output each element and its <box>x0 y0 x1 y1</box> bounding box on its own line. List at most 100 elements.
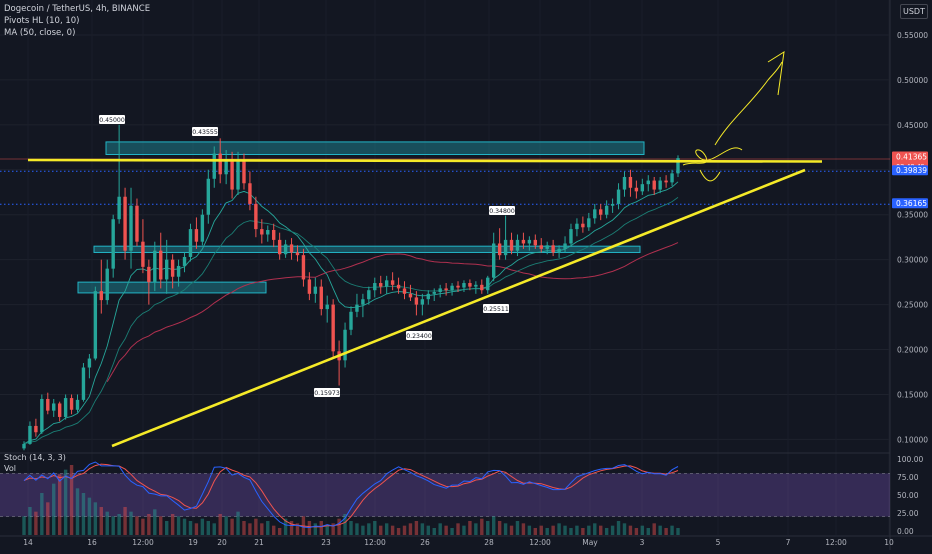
candle-body <box>313 286 318 294</box>
candle-body <box>147 266 151 283</box>
volume-bar <box>164 521 169 535</box>
candle-body <box>105 268 109 301</box>
volume-bar <box>325 525 329 535</box>
vol-label[interactable]: Vol <box>4 464 16 473</box>
price-badge-value: 0.36165 <box>896 199 927 208</box>
symbol-title: Dogecoin / TetherUS, 4h, BINANCE <box>4 4 151 14</box>
volume-bar <box>450 528 454 535</box>
time-tick-label: 10 <box>884 538 894 547</box>
candle-body <box>87 358 92 368</box>
candle-body <box>22 443 26 449</box>
volume-bar <box>22 516 26 535</box>
volume-bar <box>46 502 50 535</box>
candle-body <box>349 311 353 330</box>
volume-bar <box>432 528 436 535</box>
candle-body <box>170 259 175 277</box>
volume-bar <box>135 516 139 535</box>
stoch-tick-label: 25.00 <box>897 509 919 518</box>
pivot-label-text: 0.43555 <box>192 129 218 136</box>
candle-body <box>248 183 252 204</box>
volume-bar <box>75 488 80 535</box>
price-badge: 0.39839 <box>892 165 928 176</box>
candle-body <box>57 403 62 417</box>
time-tick-label: 12:00 <box>825 538 847 547</box>
pivot-label-text: 0.34800 <box>489 208 515 215</box>
volume-bar <box>93 502 98 535</box>
candle-body <box>634 187 639 192</box>
candle-body <box>646 180 650 185</box>
stoch-label[interactable]: Stoch (14, 3, 3) <box>4 453 66 462</box>
candle-body <box>307 279 312 294</box>
ma-indicator-label[interactable]: MA (50, close, 0) <box>4 28 76 38</box>
volume-bar <box>242 521 246 535</box>
candle-body <box>81 367 86 400</box>
volume-bar <box>670 525 674 535</box>
ascending-trendline <box>111 168 806 448</box>
candle-body <box>551 245 555 253</box>
time-tick-label: 14 <box>23 538 33 547</box>
time-tick-label: 23 <box>321 538 331 547</box>
currency-button[interactable]: USDT <box>900 4 928 19</box>
stoch-tick-label: 50.00 <box>897 491 919 500</box>
volume-bar <box>129 511 133 535</box>
volume-bar <box>57 474 62 535</box>
volume-bar <box>628 525 633 535</box>
volume-bar <box>480 518 484 535</box>
candle-body <box>515 239 520 251</box>
volume-bar <box>200 518 205 535</box>
pivot-label-box <box>314 388 340 397</box>
projection-scribble <box>682 147 743 166</box>
candle-body <box>325 304 329 310</box>
volume-bar <box>664 528 668 535</box>
pivots-indicator-label[interactable]: Pivots HL (10, 10) <box>4 16 80 26</box>
volume-bar <box>676 528 680 535</box>
volume-bar <box>260 523 264 535</box>
support-resistance-zone <box>77 281 267 294</box>
volume-bar <box>468 521 472 535</box>
candle-body <box>379 283 383 287</box>
volume-bar <box>456 523 460 535</box>
volume-bar <box>634 528 639 535</box>
volume-bar <box>105 511 109 535</box>
candle-body <box>599 209 603 215</box>
volume-bar <box>87 497 92 535</box>
candle-body <box>545 245 549 249</box>
volume-bar <box>194 523 199 535</box>
volume-bar <box>569 528 573 535</box>
volume-bar <box>521 523 526 535</box>
volume-bar <box>176 516 181 535</box>
candle-body <box>622 176 627 190</box>
candle-body <box>75 399 80 410</box>
price-badge-value: 0.39839 <box>896 166 927 175</box>
volume-bar <box>40 493 44 535</box>
pivot-label-box <box>406 331 432 340</box>
volume-bar <box>474 523 478 535</box>
time-tick-label: 16 <box>87 538 97 547</box>
candle-body <box>468 283 472 287</box>
price-badge-box <box>892 165 928 176</box>
pivot-label: 0.23400 <box>406 331 432 340</box>
candle-body <box>640 184 645 192</box>
pivot-label-box <box>99 115 125 124</box>
candle-body <box>658 180 662 190</box>
candle-body <box>164 259 169 280</box>
candle-body <box>533 239 538 246</box>
volume-bar <box>182 518 187 535</box>
volume-bar <box>319 521 323 535</box>
candle-body <box>188 229 193 257</box>
candle-body <box>557 248 561 253</box>
volume-bar <box>63 469 68 535</box>
volume-bar <box>111 516 115 535</box>
volume-bar <box>587 525 591 535</box>
volume-bar <box>486 521 490 535</box>
candle-body <box>539 245 543 249</box>
candle-body <box>480 284 484 291</box>
candle-body <box>34 425 38 433</box>
candle-body <box>426 293 430 300</box>
candle-body <box>474 284 478 287</box>
candle-body <box>230 158 234 190</box>
candle-body <box>236 160 240 190</box>
candle-body <box>521 239 526 244</box>
time-tick-label: 20 <box>217 538 227 547</box>
volume-bar <box>52 483 56 535</box>
